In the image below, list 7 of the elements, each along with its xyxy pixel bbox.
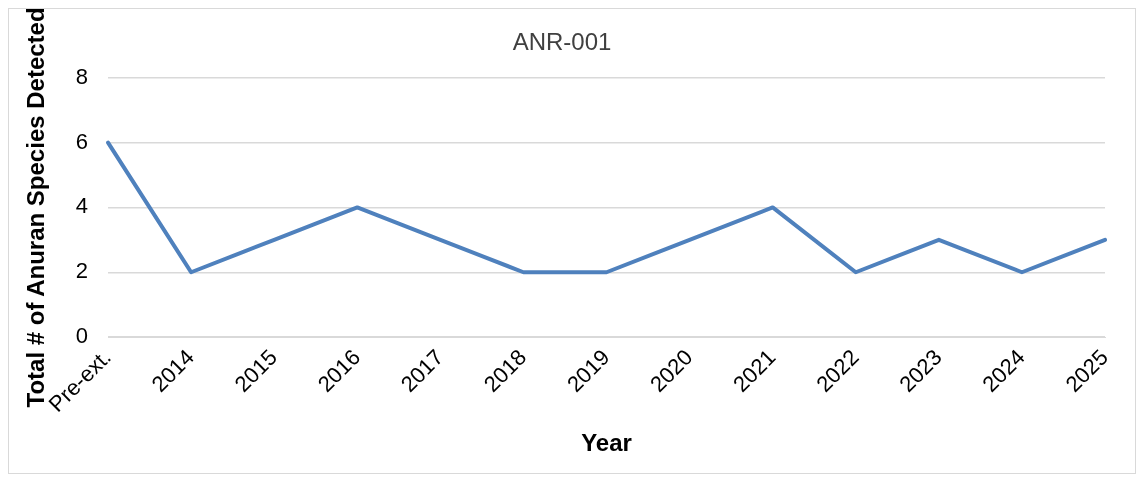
y-tick-label: 0 (75, 323, 89, 349)
x-axis-title: Year (581, 429, 632, 457)
y-tick-label: 4 (75, 193, 89, 219)
y-tick-label: 8 (75, 63, 89, 89)
chart-title: ANR-001 (512, 28, 612, 56)
y-tick-label: 2 (75, 258, 89, 284)
y-tick-label: 6 (75, 128, 89, 154)
